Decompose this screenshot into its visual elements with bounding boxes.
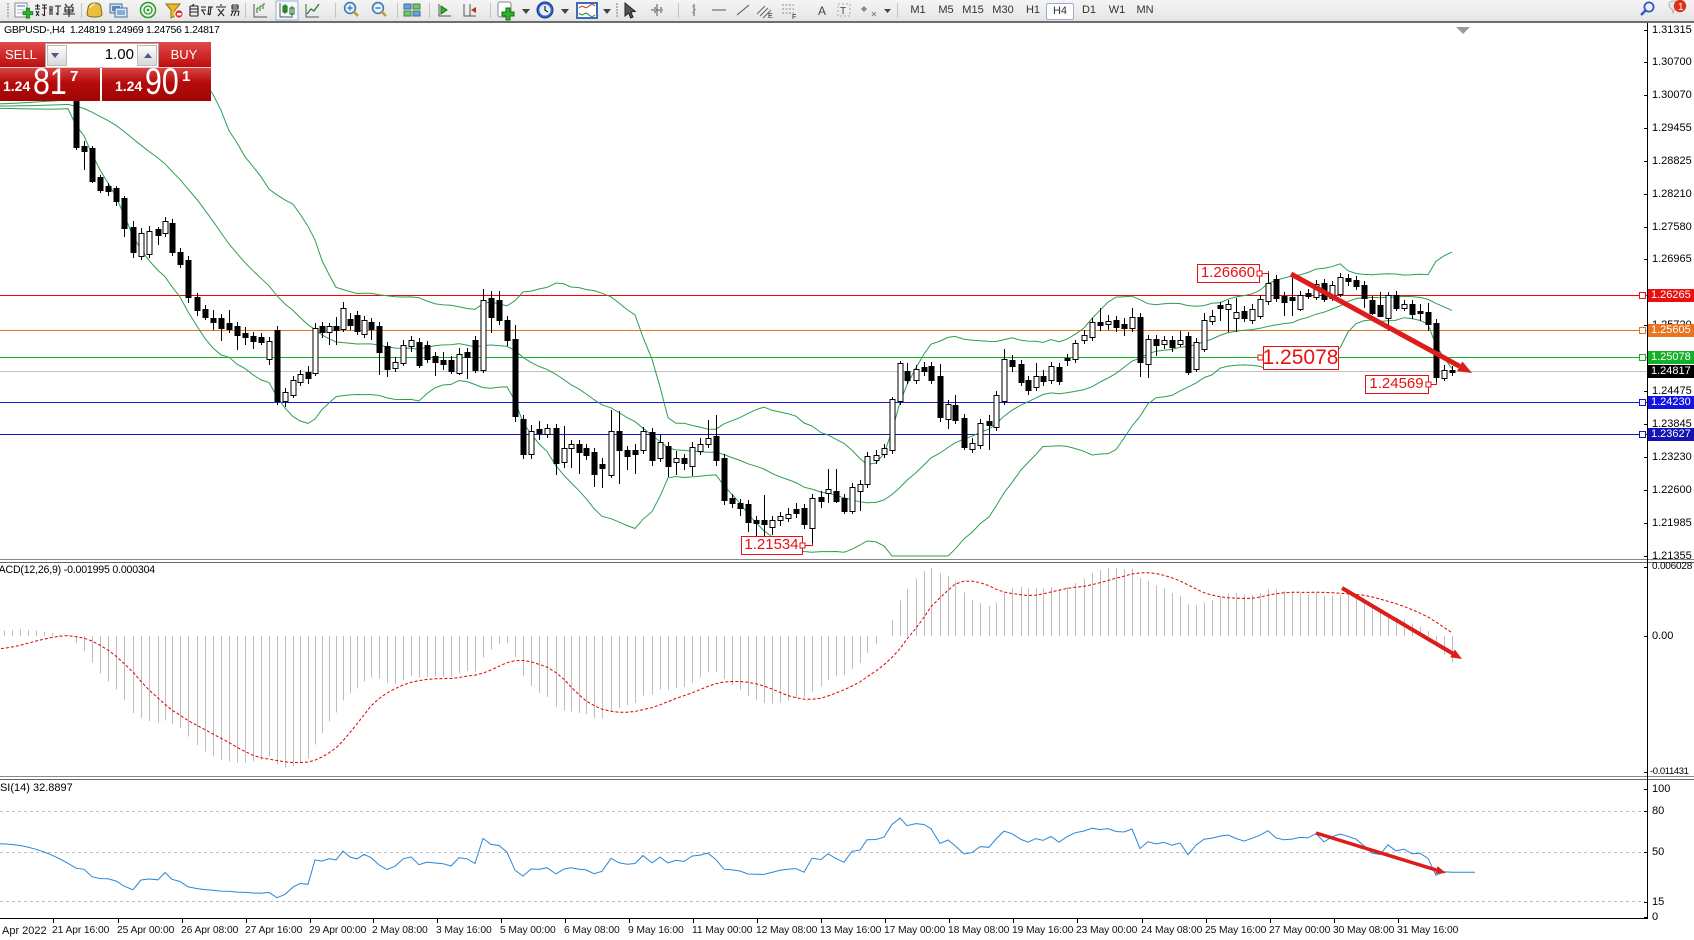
svg-text:1.25078: 1.25078 [1263,346,1339,369]
svg-text:E: E [768,13,773,20]
svg-text:T: T [840,6,846,17]
svg-text:1.24569: 1.24569 [1369,375,1423,392]
svg-text:1: 1 [1678,2,1684,13]
svg-text:1.26660: 1.26660 [1201,264,1255,281]
svg-text:F: F [792,14,796,21]
svg-text:1.21534: 1.21534 [744,536,798,553]
svg-text:A: A [818,4,826,18]
